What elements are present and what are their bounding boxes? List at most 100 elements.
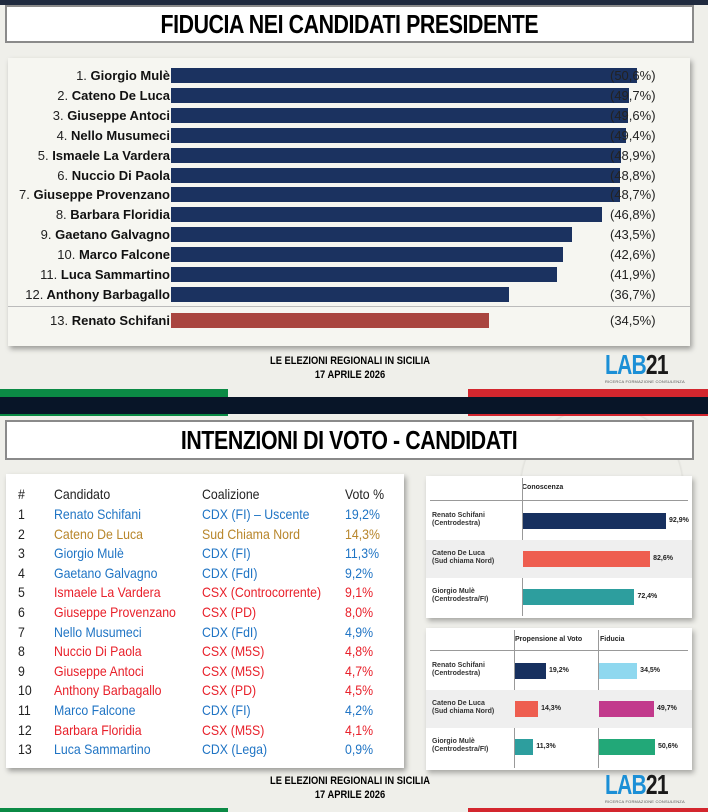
bar: [171, 207, 602, 223]
chart-row: 9. Gaetano Galvagno (43,5%): [8, 225, 690, 245]
header-num: #: [18, 486, 25, 502]
cell-coalition: CDX (FdI): [202, 623, 258, 640]
cell-coalition: CDX (FI) – Uscente: [202, 506, 310, 522]
cell-num: 6: [18, 604, 25, 620]
candidate-label: 4. Nello Musumeci: [56, 127, 170, 143]
table-row: 12 Barbara Floridia CSX (M5S) 4,1%: [6, 720, 404, 740]
propensity-row: Cateno De Luca (Sud chiama Nord) 14,3% 49,7…: [426, 690, 692, 728]
bar: [171, 147, 622, 163]
bar: [523, 589, 635, 605]
cell-name: Giorgio Mulè: [54, 545, 124, 562]
cell-num: 9: [18, 662, 25, 679]
value-label: 72,4%: [637, 593, 658, 600]
separator: [8, 305, 690, 307]
awareness-row: Cateno De Luca (Sud chiama Nord) 82,6%: [426, 540, 692, 578]
cell-coalition: CDX (FdI): [202, 564, 258, 581]
value-label: 82,6%: [653, 555, 673, 562]
section2-footer: LE ELEZIONI REGIONALI IN SICILIA 17 APRI…: [200, 774, 500, 802]
vote-bar: [515, 739, 534, 755]
value-label: (42,6%): [610, 247, 656, 263]
flag-green-stripe-bottom: [0, 808, 228, 812]
section2-title-box: INTENZIONI DI VOTO - CANDIDATI: [5, 420, 694, 460]
cell-coalition: CSX (M5S): [202, 721, 265, 738]
candidate-name: Cateno De Luca: [432, 550, 485, 557]
table-row: 1 Renato Schifani CDX (FI) – Uscente 19,2%: [6, 504, 404, 524]
header-propensione: Propensione al Voto: [515, 636, 583, 643]
candidate-name: Renato Schifani: [432, 662, 485, 669]
row-label: Renato Schifani (Centrodestra): [432, 512, 485, 528]
cell-num: 3: [18, 545, 25, 562]
row-label: Giorgio Mulè (Centrodestra/FI): [432, 738, 488, 754]
trust-value: 50,6%: [658, 743, 678, 750]
candidate-coalition: (Centrodestra/FI): [432, 596, 489, 603]
cell-vote: 4,2%: [345, 702, 374, 718]
cell-num: 8: [18, 643, 25, 660]
flag-red-stripe-bottom: [468, 808, 708, 812]
vote-value: 11,3%: [536, 743, 556, 750]
value-label: (50,6%): [610, 68, 656, 83]
table-row: 7 Nello Musumeci CDX (FdI) 4,9%: [6, 622, 404, 642]
cell-vote: 4,8%: [345, 643, 374, 660]
table-row: 3 Giorgio Mulè CDX (FI) 11,3%: [6, 543, 404, 563]
cell-coalition: CSX (M5S): [202, 643, 265, 660]
candidate-name: Giorgio Mulè: [432, 588, 475, 595]
candidate-label: 11. Luca Sammartino: [40, 267, 170, 282]
candidate-label: 12. Anthony Barbagallo: [25, 286, 170, 302]
header-coalition: Coalizione: [202, 486, 260, 502]
logo-tagline: RICERCA FORMAZIONE CONSULENZA: [605, 799, 685, 804]
section1-footer: LE ELEZIONI REGIONALI IN SICILIA 17 APRI…: [200, 354, 500, 382]
propensity-row: Giorgio Mulè (Centrodestra/FI) 11,3% 50,6%: [426, 728, 692, 766]
cell-num: 7: [18, 623, 25, 640]
candidate-label: 6. Nuccio Di Paola: [57, 167, 170, 183]
table-row: 5 Ismaele La Vardera CSX (Controcorrente) 9…: [6, 582, 404, 602]
candidate-label: 7. Giuseppe Provenzano: [18, 187, 170, 203]
trust-bar: [599, 701, 654, 717]
candidate-name: Giorgio Mulè: [432, 738, 475, 745]
cell-vote: 0,9%: [345, 741, 374, 758]
trust-bar-chart: 1. Giorgio Mulè (50,6%) 2. Cateno De Luca (…: [8, 58, 690, 346]
cell-num: 11: [18, 702, 31, 718]
table-row: 4 Gaetano Galvagno CDX (FdI) 9,2%: [6, 563, 404, 583]
footer-line1: LE ELEZIONI REGIONALI IN SICILIA: [269, 775, 430, 787]
row-label: Giorgio Mulè (Centrodestra/FI): [432, 588, 488, 604]
section1-title-box: FIDUCIA NEI CANDIDATI PRESIDENTE: [5, 5, 694, 43]
bar: [171, 267, 557, 282]
bar: [171, 68, 637, 83]
vote-value: 19,2%: [549, 667, 569, 674]
cell-vote: 4,5%: [345, 682, 374, 699]
chart-row: 4. Nello Musumeci (49,4%): [8, 126, 690, 146]
candidate-label: 1. Giorgio Mulè: [76, 68, 170, 83]
cell-vote: 4,7%: [345, 662, 374, 679]
cell-name: Marco Falcone: [54, 702, 136, 718]
cell-name: Barbara Floridia: [54, 721, 142, 738]
footer-line2: 17 APRILE 2026: [314, 789, 386, 801]
vote-value: 14,3%: [541, 705, 561, 712]
candidate-label: 2. Cateno De Luca: [57, 87, 170, 103]
cell-coalition: CSX (Controcorrente): [202, 584, 322, 601]
cell-num: 1: [18, 506, 25, 522]
header-divider: [430, 500, 688, 501]
table-row: 13 Luca Sammartino CDX (Lega) 0,9%: [6, 739, 404, 759]
bar: [171, 167, 621, 183]
cell-vote: 11,3%: [345, 545, 380, 562]
bar: [171, 286, 509, 302]
cell-num: 10: [18, 682, 32, 699]
cell-vote: 4,9%: [345, 623, 374, 640]
cell-name: Nello Musumeci: [54, 623, 142, 640]
candidate-coalition: (Centrodestra): [432, 520, 481, 527]
section2-title: INTENZIONI DI VOTO - CANDIDATI: [181, 424, 518, 455]
cell-vote: 8,0%: [345, 604, 374, 620]
table-row: 2 Cateno De Luca Sud Chiama Nord 14,3%: [6, 524, 404, 544]
table-row: 6 Giuseppe Provenzano CSX (PD) 8,0%: [6, 602, 404, 622]
lab21-logo: LAB21 RICERCA FORMAZIONE CONSULENZA: [605, 349, 685, 385]
candidate-coalition: (Sud chiama Nord): [432, 708, 495, 715]
value-label: (41,9%): [610, 267, 656, 282]
value-label: (46,8%): [610, 207, 656, 223]
cell-name: Giuseppe Provenzano: [54, 604, 176, 620]
awareness-row: Renato Schifani (Centrodestra) 92,9%: [426, 502, 692, 540]
footer-line2: 17 APRILE 2026: [314, 369, 386, 381]
cell-name: Luca Sammartino: [54, 741, 151, 758]
vote-bar: [515, 663, 546, 679]
chart-row: 6. Nuccio Di Paola (48,8%): [8, 166, 690, 186]
cell-num: 5: [18, 584, 25, 601]
